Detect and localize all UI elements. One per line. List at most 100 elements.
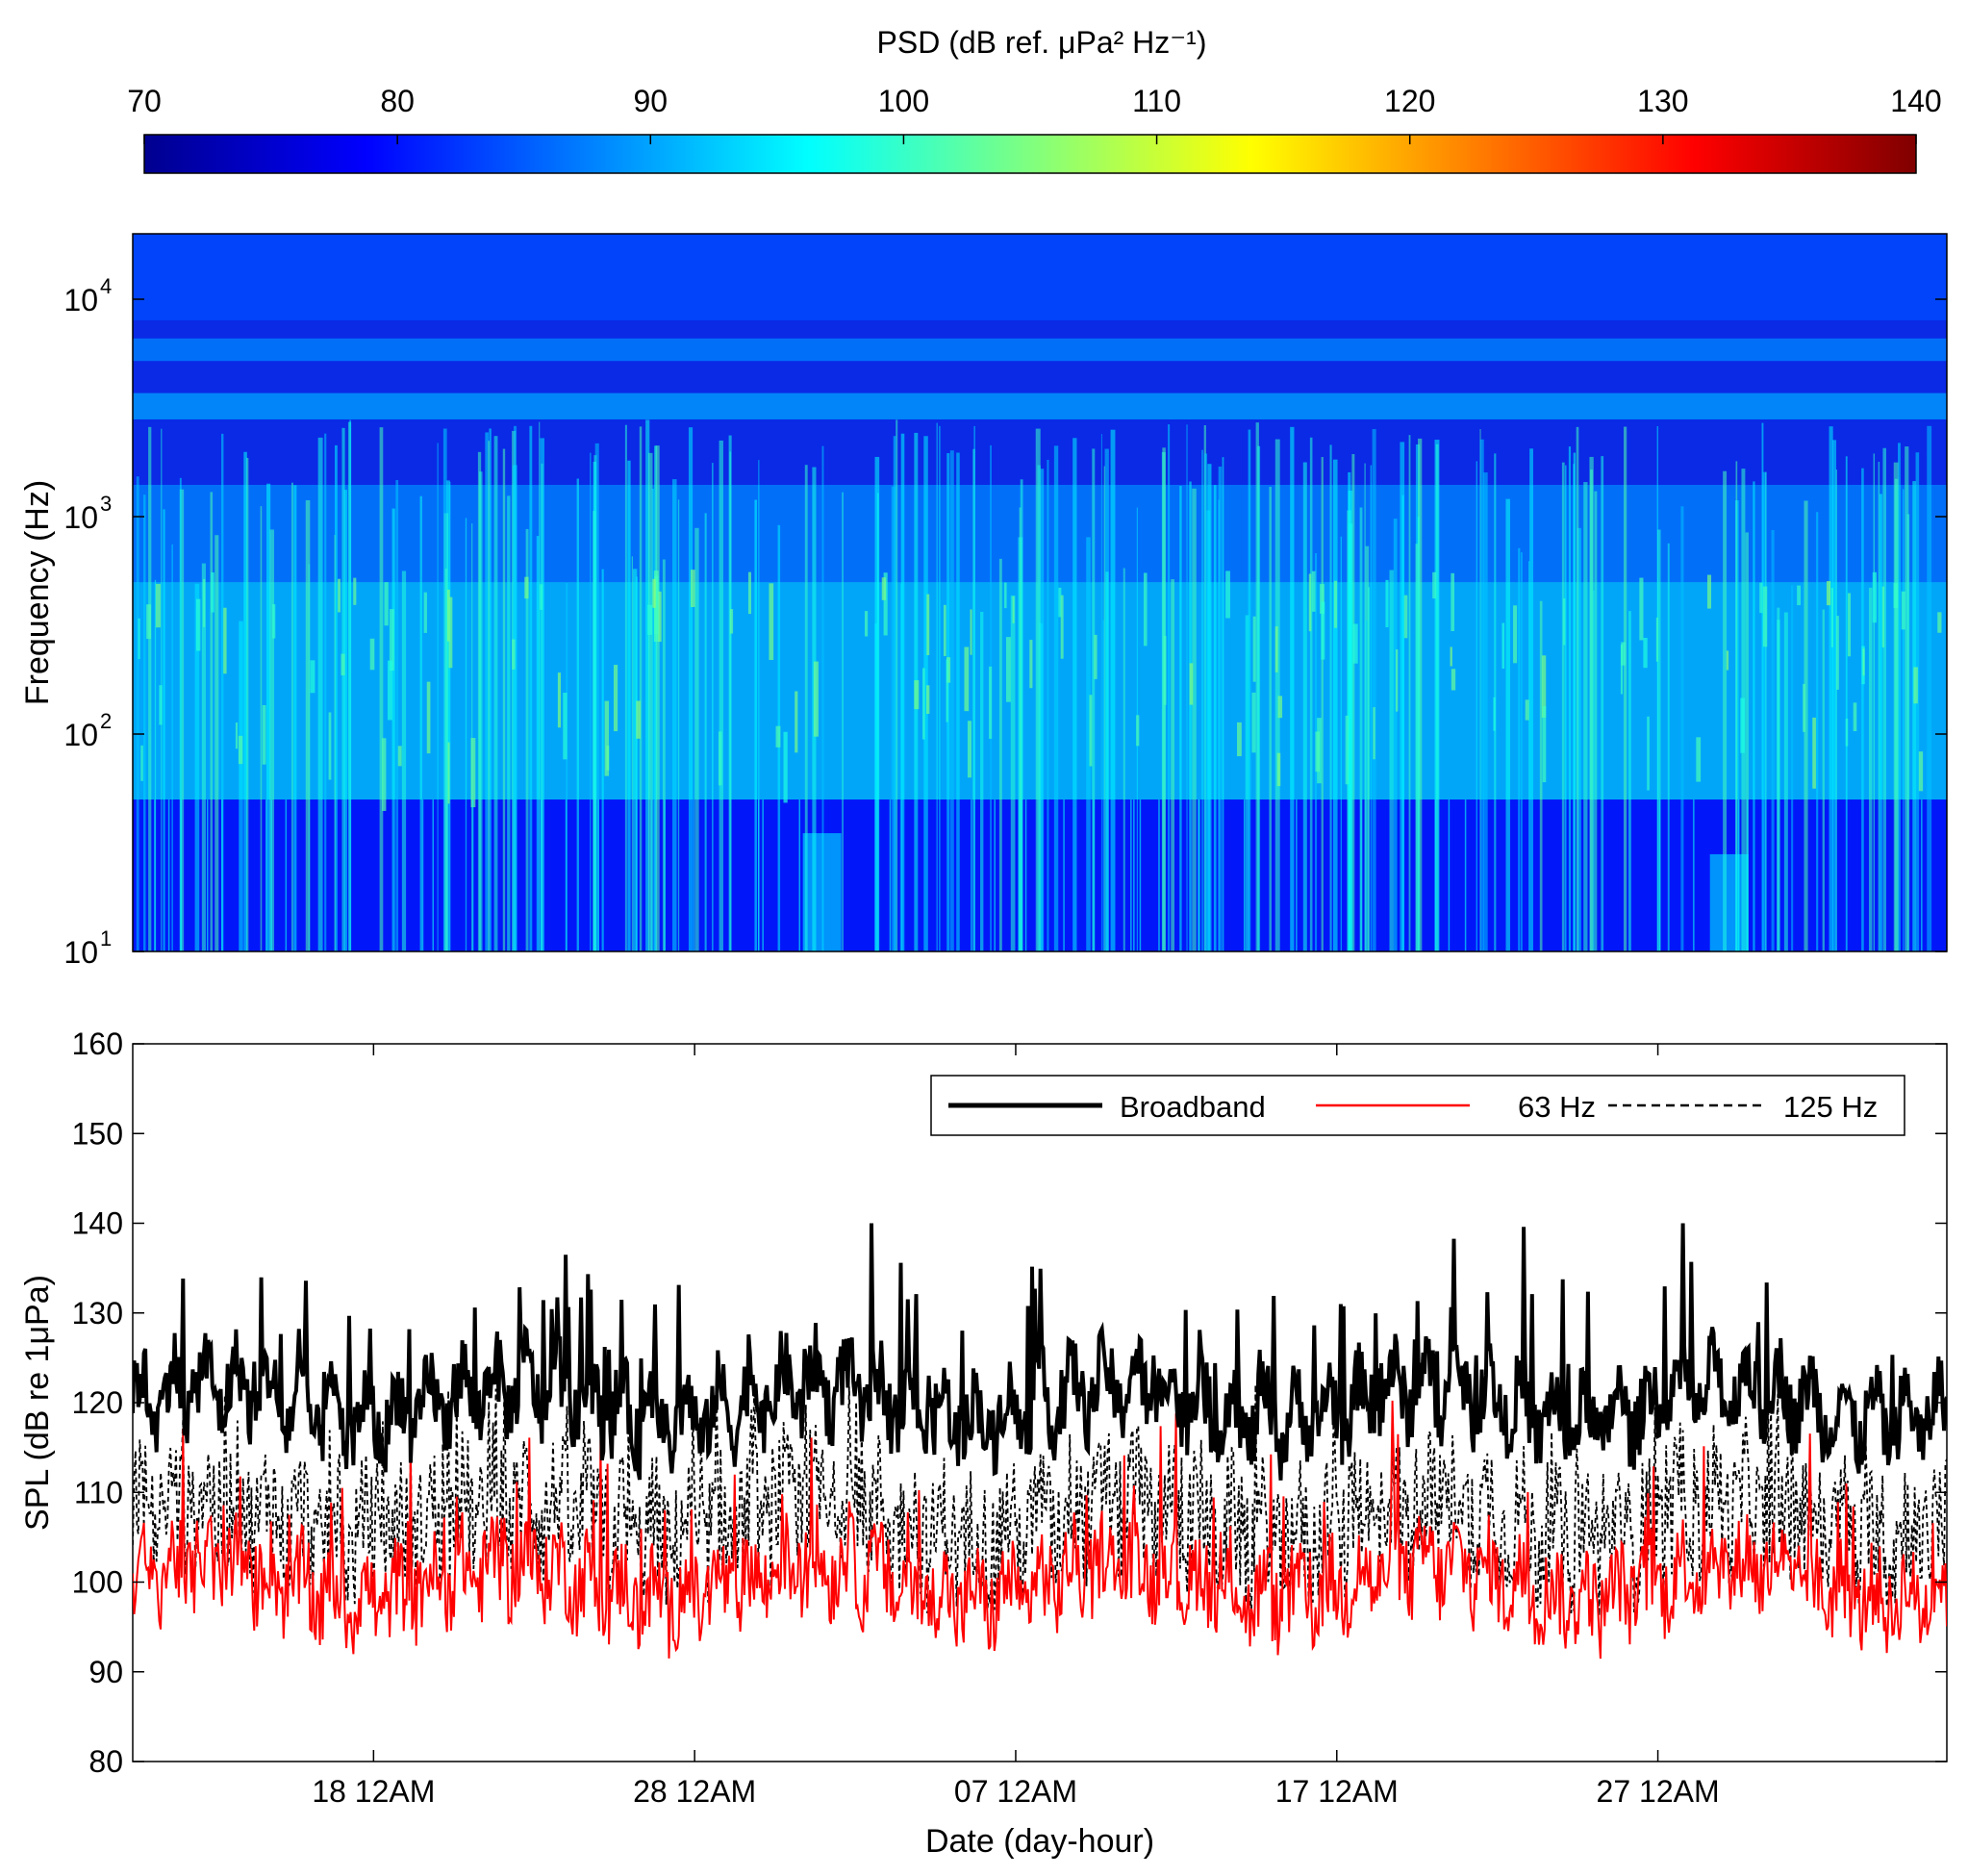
psd-streak [1248,429,1251,951]
psd-streak [1879,494,1882,951]
psd-hotspot [1058,587,1062,618]
psd-lf-spike [432,799,435,951]
psd-hotspot [155,583,161,628]
psd-hotspot [747,571,752,615]
psd-hotspot [1647,716,1650,791]
spl-y-tick-label: 110 [74,1475,123,1509]
psd-hotspot [946,659,948,723]
psd-streak [654,597,657,951]
psd-band [133,338,1947,362]
psd-streak [1053,445,1059,951]
psd-streak [419,495,422,951]
psd-streak [1804,500,1808,951]
psd-streak [444,568,447,951]
psd-streak [1483,472,1488,951]
psd-streak [662,559,666,951]
psd-lf-spike [1139,799,1142,951]
psd-hotspot [1937,612,1942,633]
psd-hotspot [1836,616,1839,690]
spl-y-tick-label: 80 [88,1744,123,1779]
psd-hotspot [1563,597,1566,646]
psd-streak [437,443,439,951]
psd-lf-spike [1198,799,1199,951]
psd-streak [1368,587,1371,951]
psd-streak [1771,529,1775,951]
psd-hotspot [1403,595,1408,639]
psd-streak [1123,568,1125,951]
psd-streak [1822,609,1825,951]
psd-streak [1816,512,1819,951]
psd-streak [1171,579,1175,951]
psd-hotspot [1881,586,1885,647]
psd-hotspot [447,742,450,804]
psd-hotspot [238,735,243,765]
psd-streak [1415,544,1419,951]
psd-streak [1505,498,1510,951]
psd-streak [1576,426,1579,951]
psd-streak [1627,611,1631,951]
psd-streak [1601,456,1604,951]
spectrogram-y-tick-label: 10 [63,718,98,752]
spl-x-tick-label: 07 12AM [954,1774,1077,1809]
psd-streak [525,528,529,951]
psd-hotspot [1012,596,1015,623]
psd-hotspot [1385,579,1389,628]
psd-hotspot [1395,649,1399,712]
psd-streak [1203,453,1208,951]
psd-streak [939,425,941,951]
psd-streak [401,570,407,951]
psd-streak [980,612,984,951]
psd-streak [1072,438,1077,951]
psd-streak [1400,442,1405,951]
psd-hotspot [647,604,653,635]
psd-streak [1583,482,1588,951]
psd-lf-spike [265,799,267,951]
psd-hotspot [1029,640,1033,689]
psd-lf-patch [1709,853,1749,951]
psd-streak [136,476,139,951]
psd-lf-spike [762,799,764,951]
psd-streak [754,499,757,951]
psd-hotspot [1493,697,1496,731]
psd-streak [1735,461,1738,951]
psd-hotspot [1373,707,1375,760]
psd-streak [1898,443,1901,951]
psd-hotspot [1252,616,1256,682]
psd-hotspot [604,700,610,776]
psd-streak [512,465,517,951]
psd-streak [973,425,975,951]
psd-streak [719,440,723,951]
psd-streak [1213,485,1217,951]
psd-lf-patch [802,833,842,951]
psd-hotspot [1225,570,1230,619]
psd-hotspot [1893,583,1899,609]
psd-streak [1656,529,1661,951]
spectrogram-y-tick-label: 10 [63,935,98,970]
psd-hotspot [1797,585,1802,606]
psd-streak [334,444,338,951]
psd-streak [1418,438,1423,951]
psd-streak [1364,620,1368,951]
psd-streak [694,527,699,951]
psd-streak [1520,552,1523,951]
psd-hotspot [195,598,201,651]
psd-lf-spike [597,799,599,951]
psd-streak [1479,439,1484,951]
psd-hotspot [310,660,315,694]
psd-streak [194,583,200,951]
psd-hotspot [1643,637,1648,669]
psd-streak [1529,448,1533,951]
psd-streak [1667,543,1670,951]
psd-lf-spike [693,799,694,951]
psd-streak [324,433,327,951]
psd-streak [485,432,489,951]
spl-y-tick-label: 150 [72,1116,123,1151]
psd-hotspot [1143,572,1148,646]
psd-streak [1086,537,1091,951]
psd-lf-spike [1198,799,1200,951]
psd-streak [1564,465,1567,951]
colorbar-label: PSD (dB ref. μPa² Hz⁻¹) [877,25,1207,60]
psd-streak [998,558,1002,951]
psd-lf-spike [889,799,892,951]
psd-streak [1257,445,1261,951]
